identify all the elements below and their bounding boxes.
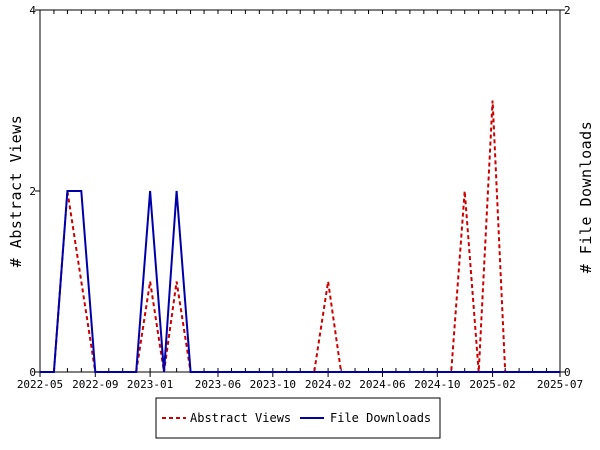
legend-label-file-downloads: File Downloads xyxy=(330,411,431,425)
y-left-tick-label-2: 4 xyxy=(29,4,36,17)
x-tick-label-1: 2022-09 xyxy=(72,378,118,391)
series-line-file-downloads xyxy=(40,190,560,373)
x-tick-label-0: 2022-05 xyxy=(17,378,63,391)
x-tick-label-8: 2025-02 xyxy=(469,378,515,391)
y-right-tick-label-1: 2 xyxy=(564,4,571,17)
x-tick-label-9: 2025-07 xyxy=(537,378,583,391)
y-left-tick-label-1: 2 xyxy=(29,185,36,198)
y-right-axis-ticks: 02 xyxy=(560,4,571,379)
legend-box xyxy=(155,397,441,439)
x-tick-label-2: 2023-01 xyxy=(127,378,173,391)
plot-area xyxy=(39,9,561,373)
y-right-tick-label-0: 0 xyxy=(564,366,571,379)
y-left-axis-title: # Abstract Views xyxy=(7,115,25,268)
y-right-axis-title: # File Downloads xyxy=(577,121,595,274)
y-left-axis-ticks: 0 2 4 xyxy=(29,4,40,379)
legend: Abstract Views File Downloads xyxy=(155,397,441,439)
y-left-tick-label-0: 0 xyxy=(29,366,36,379)
legend-label-abstract-views: Abstract Views xyxy=(190,411,291,425)
series-layer xyxy=(40,100,560,373)
x-tick-label-3: 2023-06 xyxy=(195,378,241,391)
x-axis-ticks: 2022-05 2022-09 2023-01 2023-06 2023-10 2024-… xyxy=(17,372,583,391)
x-tick-label-4: 2023-10 xyxy=(250,378,296,391)
x-tick-label-5: 2024-02 xyxy=(305,378,351,391)
x-tick-label-6: 2024-06 xyxy=(359,378,405,391)
x-tick-label-7: 2024-10 xyxy=(414,378,460,391)
